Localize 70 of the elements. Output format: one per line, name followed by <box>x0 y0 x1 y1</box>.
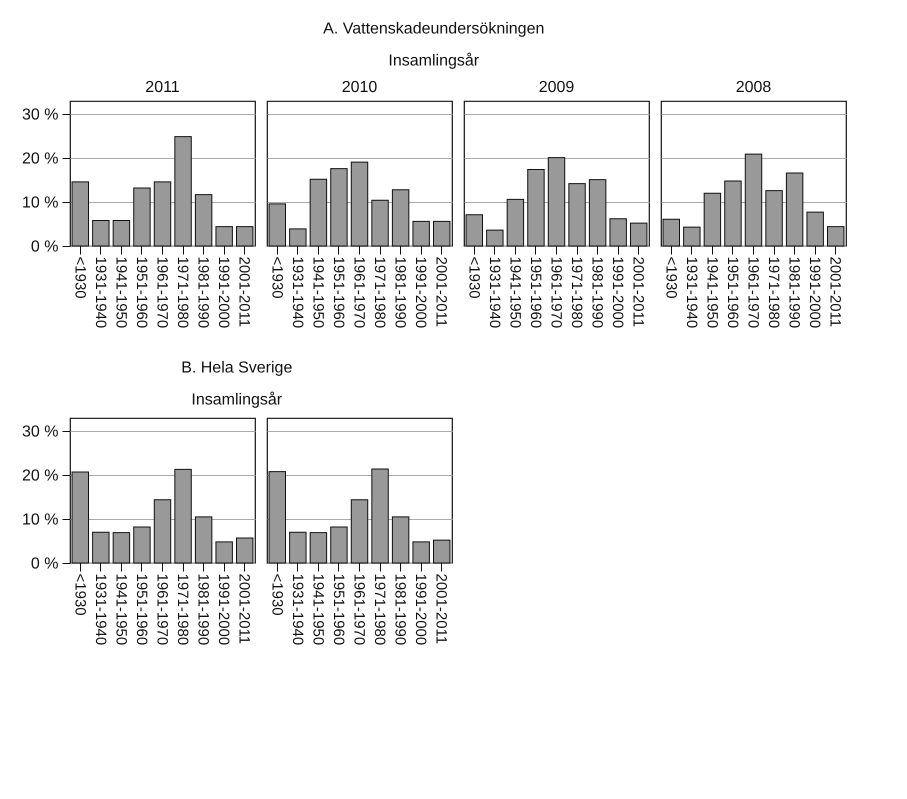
x-tick-label: 1971-1980 <box>765 256 782 328</box>
x-tick-label: <1930 <box>71 256 88 299</box>
chart-title: 2008 <box>736 79 772 96</box>
text: Insamlingsår <box>191 391 283 408</box>
chart-title: 2009 <box>538 79 574 96</box>
x-tick-label: 1951-1960 <box>132 574 150 646</box>
x-tick-label: 1931-1940 <box>682 256 700 328</box>
x-tick-label: 1951-1960 <box>132 256 150 328</box>
x-tick-label: 2001-2011 <box>630 256 647 328</box>
x-tick-label: 1981-1990 <box>588 256 606 328</box>
x-tick-label: 2001-2011 <box>826 256 844 328</box>
x-tick-label: 1981-1990 <box>194 256 212 328</box>
text: B. Hela Sverige <box>181 359 292 376</box>
x-tick-label: 1971-1980 <box>568 256 586 328</box>
x-tick-label: 1931-1940 <box>288 574 306 646</box>
x-tick-label: 1941-1950 <box>703 256 720 328</box>
x-tick-label: 2001-2011 <box>432 574 450 644</box>
x-tick-label: 1961-1970 <box>350 574 368 646</box>
x-tick-label: <1930 <box>268 256 286 299</box>
x-tick-label: 1971-1980 <box>174 574 192 646</box>
chart-title: 2011 <box>145 79 180 96</box>
x-tick-label: 1951-1960 <box>526 256 544 328</box>
x-tick-label: 1941-1950 <box>112 256 130 328</box>
x-tick-label: 1931-1940 <box>92 256 109 328</box>
x-tick-label: <1930 <box>662 256 680 299</box>
x-tick-label: 1941-1950 <box>112 574 130 646</box>
x-tick-label: 1991-2000 <box>215 256 232 328</box>
x-tick-label: 2001-2011 <box>236 574 253 644</box>
x-tick-label: <1930 <box>268 574 286 616</box>
y-tick-label: 0 % <box>30 238 58 256</box>
text: A. Vattenskadeundersökningen <box>323 20 544 38</box>
x-tick-label: 1961-1970 <box>154 574 170 646</box>
y-tick-label: 10 % <box>22 194 58 212</box>
x-tick-label: 1961-1970 <box>548 256 564 328</box>
x-tick-label: 1971-1980 <box>174 256 192 328</box>
x-tick-label: 1991-2000 <box>609 256 626 328</box>
x-tick-label: 1991-2000 <box>215 574 232 646</box>
x-tick-label: 1951-1960 <box>330 574 347 646</box>
y-tick-label: 30 % <box>22 424 58 441</box>
y-tick-label: 20 % <box>22 468 58 485</box>
x-tick-label: 1961-1970 <box>350 256 368 328</box>
x-tick-label: 2001-2011 <box>236 256 253 328</box>
x-tick-label: 1971-1980 <box>371 574 388 646</box>
y-tick-label: 0 % <box>30 556 58 572</box>
x-tick-label: 1941-1950 <box>506 256 524 328</box>
chart-title: 2010 <box>342 79 378 96</box>
x-tick-label: 1951-1960 <box>330 256 347 328</box>
x-tick-label: 1991-2000 <box>412 256 430 328</box>
y-tick-label: 30 % <box>22 106 58 124</box>
x-tick-label: 1931-1940 <box>288 256 306 328</box>
x-tick-label: 1971-1980 <box>371 256 388 328</box>
x-tick-label: 1941-1950 <box>309 256 326 328</box>
text: Insamlingsår <box>388 52 480 70</box>
x-tick-label: 1961-1970 <box>154 256 170 328</box>
x-tick-label: <1930 <box>465 256 482 299</box>
x-tick-label: 1961-1970 <box>744 256 762 328</box>
y-tick-label: 10 % <box>22 512 58 529</box>
x-tick-label: 1931-1940 <box>92 574 109 646</box>
x-tick-label: 1931-1940 <box>486 256 503 328</box>
x-tick-label: 1981-1990 <box>194 574 212 646</box>
x-tick-label: 1981-1990 <box>392 574 409 646</box>
x-tick-label: 2001-2011 <box>432 256 450 328</box>
x-tick-label: 1981-1990 <box>392 256 409 328</box>
x-tick-label: 1991-2000 <box>412 574 430 646</box>
x-tick-label: <1930 <box>71 574 88 616</box>
x-tick-label: 1991-2000 <box>806 256 824 328</box>
x-tick-label: 1981-1990 <box>786 256 803 328</box>
y-tick-label: 20 % <box>22 150 58 168</box>
x-tick-label: 1941-1950 <box>309 574 326 646</box>
x-tick-label: 1951-1960 <box>724 256 741 328</box>
